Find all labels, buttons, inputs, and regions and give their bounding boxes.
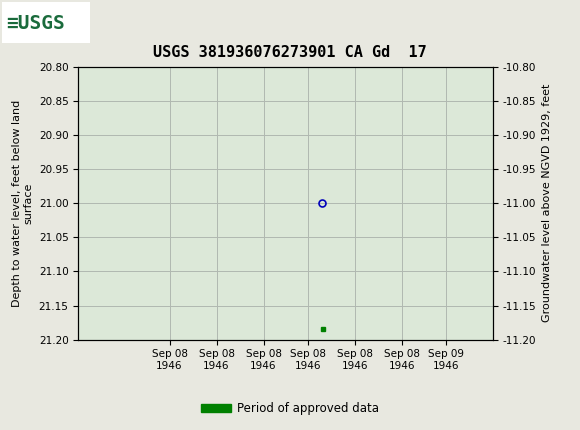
Y-axis label: Groundwater level above NGVD 1929, feet: Groundwater level above NGVD 1929, feet: [542, 84, 552, 322]
Legend: Period of approved data: Period of approved data: [197, 397, 383, 420]
Text: ≡USGS: ≡USGS: [6, 14, 65, 33]
Text: USGS 381936076273901 CA Gd  17: USGS 381936076273901 CA Gd 17: [153, 45, 427, 60]
FancyBboxPatch shape: [2, 2, 90, 43]
Y-axis label: Depth to water level, feet below land
surface: Depth to water level, feet below land su…: [12, 100, 33, 307]
